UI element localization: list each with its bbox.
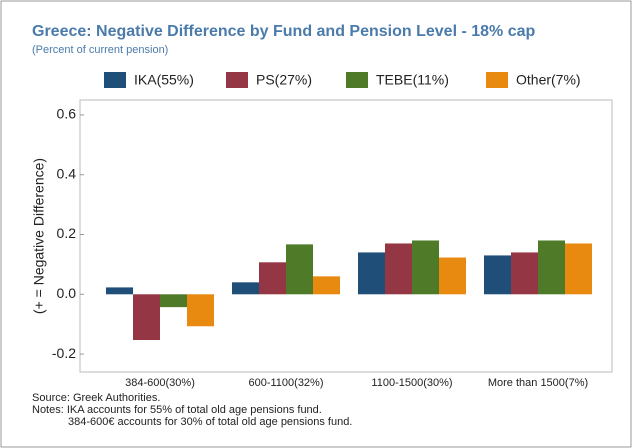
chart-subtitle: (Percent of current pension) [32,44,168,56]
x-tick-label: 1100-1500(30%) [371,377,452,389]
bar [160,294,187,308]
bar [106,287,133,295]
y-tick-label: 0.2 [57,225,77,241]
y-tick-label: 0.6 [57,106,77,122]
plot-area [79,99,613,373]
note: 384-600€ accounts for 30% of total old a… [68,416,352,428]
x-tick-label: 600-1100(32%) [248,377,323,389]
y-tick-label: -0.2 [52,345,76,361]
legend-swatch [226,72,248,88]
y-tick-label: 0.0 [57,285,77,301]
bar [511,252,538,295]
bar [484,255,511,295]
bar [412,240,439,295]
y-tick-label: 0.4 [57,165,77,181]
bar [538,240,565,295]
x-tick-label: 384-600(30%) [125,377,195,389]
bar [259,262,286,295]
legend-swatch [486,72,508,88]
legend-label: PS(27%) [256,72,312,88]
legend-label: IKA(55%) [134,72,194,88]
bar [565,243,592,295]
bar [313,276,340,295]
legend-swatch [104,72,126,88]
bar [133,294,160,341]
bar [439,257,466,295]
bar [286,244,313,295]
x-tick-label: More than 1500(7%) [488,377,588,389]
y-axis-label: (+ = Negative Difference) [31,158,47,314]
bar [385,243,412,295]
bar [232,282,259,295]
legend-label: TEBE(11%) [376,72,449,88]
legend-label: Other(7%) [516,72,581,88]
bar [358,252,385,295]
bar [187,294,214,327]
legend-swatch [346,72,368,88]
note: Notes: IKA accounts for 55% of total old… [32,404,322,416]
chart-title: Greece: Negative Difference by Fund and … [32,23,536,40]
source: Source: Greek Authorities. [32,392,160,404]
